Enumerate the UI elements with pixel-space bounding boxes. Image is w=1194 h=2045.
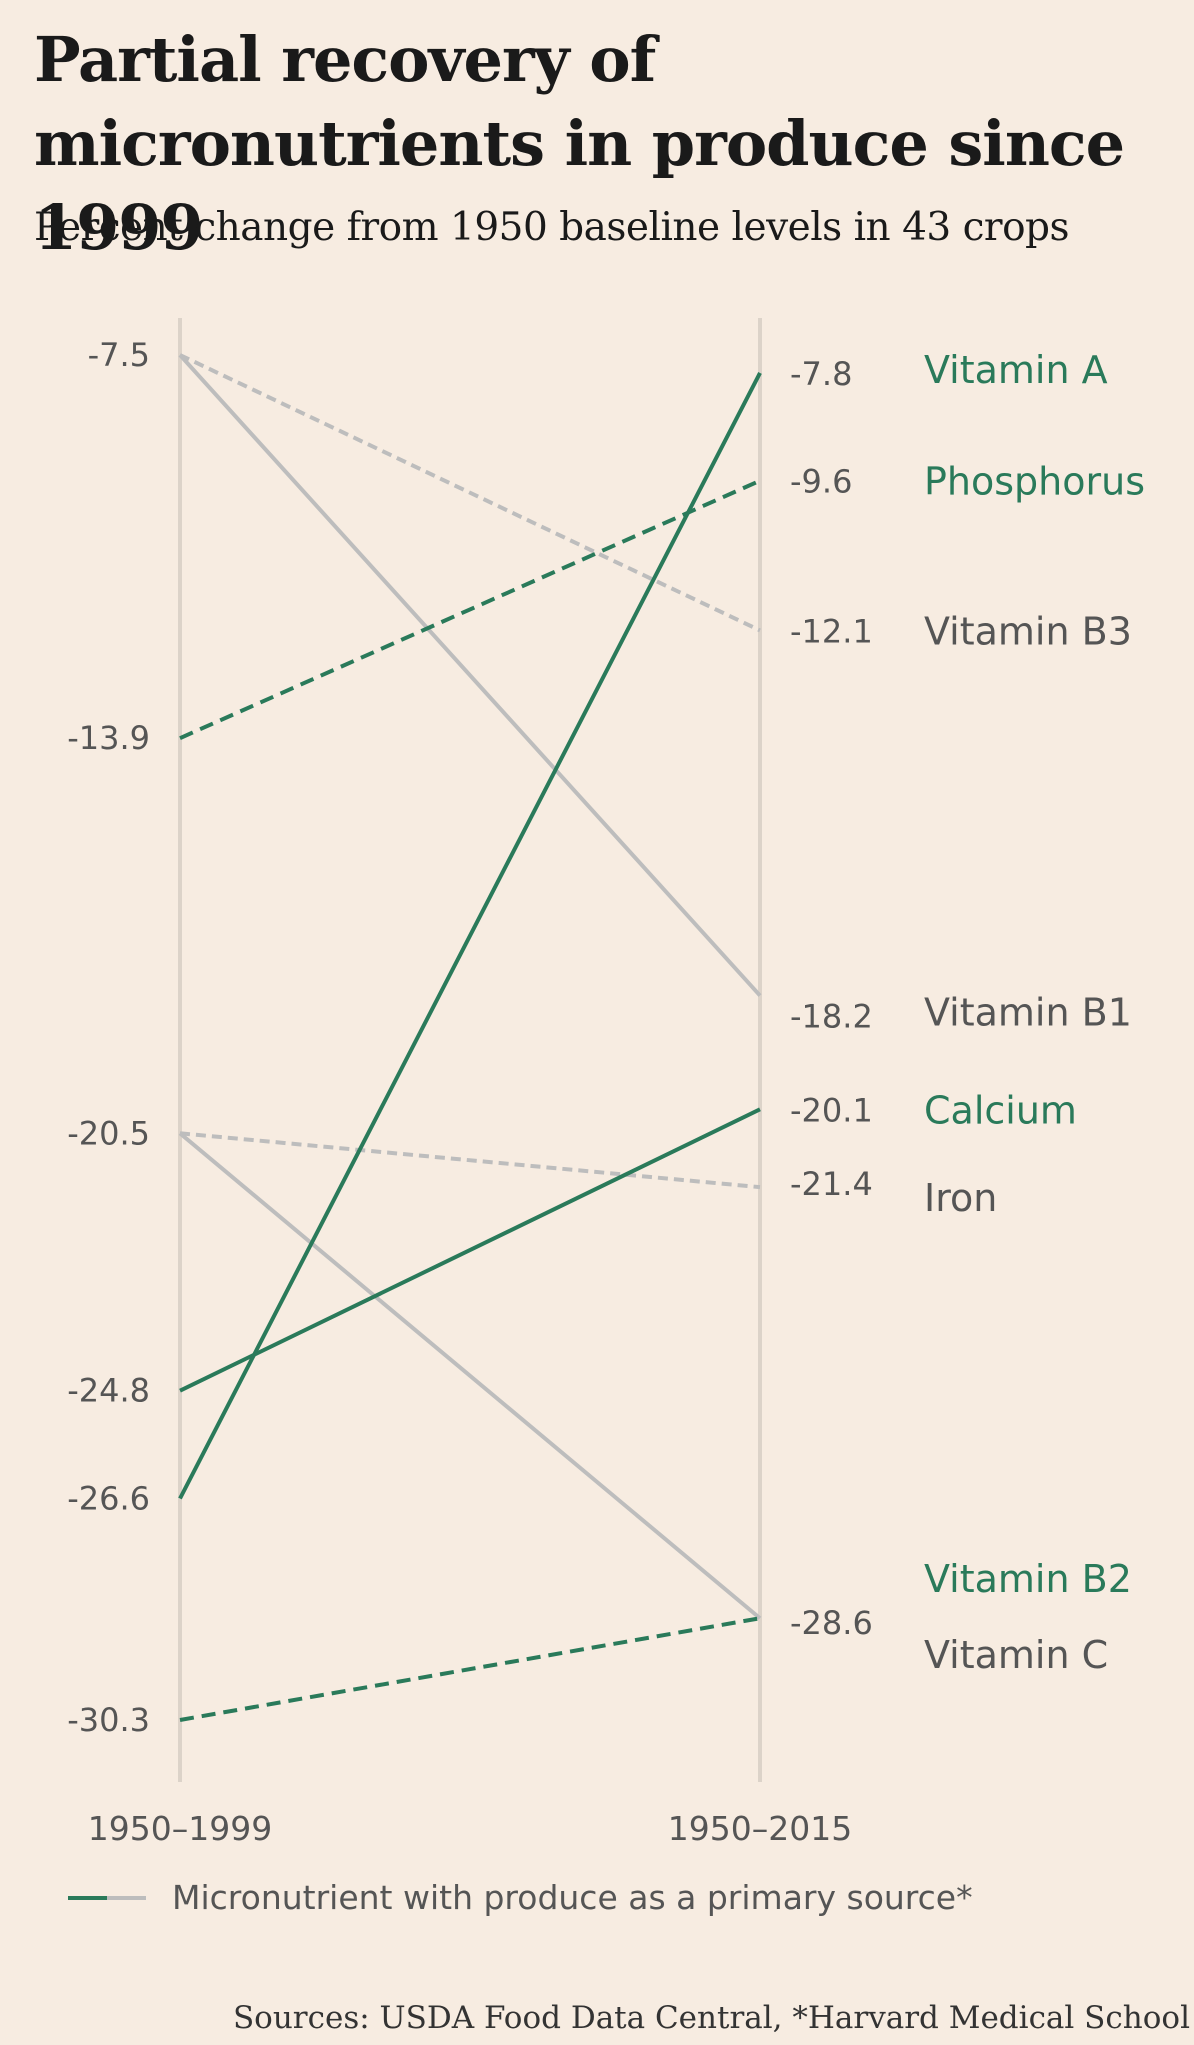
chart-title: Partial recovery of micronutrients in pr…	[34, 23, 1125, 264]
right-value-label-vitamin-b3: -12.1	[790, 612, 873, 650]
series-line-vitamin-b2	[179, 1616, 761, 1722]
series-line-vitamin-b1	[178, 353, 762, 997]
series-name-labels: Vitamin A Phosphorus Vitamin B3 Vitamin B1 C…	[924, 348, 1145, 1677]
series-line-vitamin-a	[178, 372, 762, 1500]
series-line-calcium	[179, 1107, 761, 1393]
left-value-label: -7.5	[88, 336, 150, 374]
series-lines	[178, 353, 762, 1722]
left-value-label: -26.6	[67, 1479, 150, 1517]
chart-subtitle: Percent change from 1950 baseline levels…	[34, 205, 1070, 250]
legend-swatch-highlight	[68, 1895, 107, 1900]
series-name-vitamin-b1: Vitamin B1	[924, 991, 1132, 1035]
legend: Micronutrient with produce as a primary …	[68, 1878, 973, 1917]
series-name-vitamin-b3: Vitamin B3	[924, 609, 1132, 653]
series-name-vitamin-b2: Vitamin B2	[924, 1557, 1132, 1601]
legend-label: Micronutrient with produce as a primary …	[172, 1878, 973, 1917]
series-name-vitamin-a: Vitamin A	[924, 348, 1108, 392]
legend-swatch	[68, 1894, 146, 1902]
slope-chart: -7.5 -13.9 -20.5 -24.8 -26.6 -30.3 -7.8 -9.6 -1…	[67, 318, 1145, 1848]
x-tick-label-1950-2015: 1950–2015	[668, 1809, 852, 1848]
right-value-label-vitamin-a: -7.8	[790, 355, 852, 393]
series-name-phosphorus: Phosphorus	[924, 460, 1145, 504]
right-value-label-iron: -21.4	[790, 1165, 873, 1203]
series-name-calcium: Calcium	[924, 1088, 1077, 1132]
right-value-label-phosphorus: -9.6	[790, 463, 852, 501]
series-line-iron	[179, 1131, 761, 1190]
left-value-label: -13.9	[67, 719, 150, 757]
right-value-label-vitamin-b1: -18.2	[790, 998, 873, 1036]
x-tick-label-1950-1999: 1950–1999	[88, 1809, 272, 1848]
legend-swatch-muted	[107, 1895, 146, 1900]
left-value-label: -24.8	[67, 1372, 150, 1410]
series-line-vitamin-c	[178, 1131, 762, 1620]
right-value-label-calcium: -20.1	[790, 1091, 873, 1129]
source-note: Sources: USDA Food Data Central, *Harvar…	[232, 2000, 1190, 2036]
left-value-labels: -7.5 -13.9 -20.5 -24.8 -26.6 -30.3	[67, 336, 150, 1739]
right-value-labels: -7.8 -9.6 -12.1 -18.2 -20.1 -21.4 -28.6	[790, 355, 873, 1642]
series-line-phosphorus	[179, 478, 761, 740]
series-name-vitamin-c: Vitamin C	[924, 1633, 1108, 1677]
left-value-label: -30.3	[67, 1701, 150, 1739]
series-name-iron: Iron	[924, 1176, 997, 1220]
right-value-label-vitamin-b2: -28.6	[790, 1604, 873, 1642]
series-line-vitamin-b3	[179, 353, 761, 633]
left-value-label: -20.5	[67, 1114, 150, 1152]
